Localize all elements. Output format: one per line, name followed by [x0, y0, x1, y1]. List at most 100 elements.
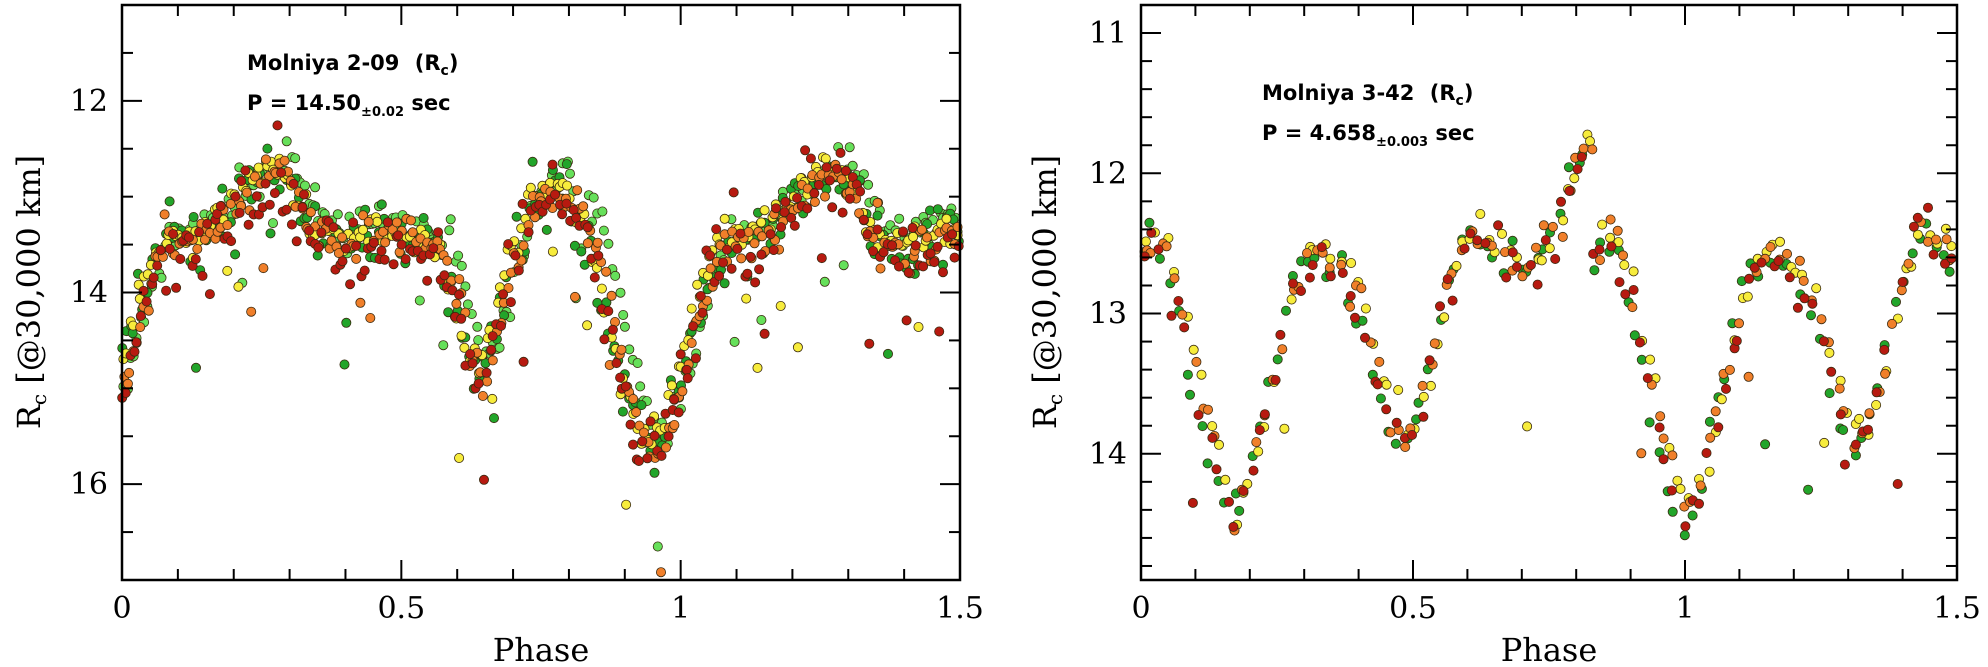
- data-point: [752, 362, 763, 373]
- data-point: [875, 263, 886, 274]
- data-point: [813, 179, 824, 190]
- data-point: [260, 178, 271, 189]
- data-point: [456, 313, 467, 324]
- data-point: [1346, 257, 1357, 268]
- data-point: [907, 222, 918, 233]
- data-point: [802, 203, 813, 214]
- data-point: [1391, 417, 1402, 428]
- data-point: [1871, 399, 1882, 410]
- data-point: [1439, 312, 1450, 323]
- data-point: [171, 282, 182, 293]
- y-tick-label: 11: [1089, 16, 1127, 51]
- data-point: [1425, 380, 1436, 391]
- data-point: [675, 349, 686, 360]
- data-point: [582, 238, 593, 249]
- data-point: [1794, 255, 1805, 266]
- data-point: [1507, 247, 1518, 258]
- data-point: [241, 187, 252, 198]
- data-point: [1211, 464, 1222, 475]
- data-point: [827, 202, 838, 213]
- data-point: [1550, 253, 1561, 264]
- data-point: [1818, 336, 1829, 347]
- data-point: [1253, 446, 1264, 457]
- data-point: [582, 222, 593, 233]
- data-point: [1944, 266, 1955, 277]
- data-point: [1385, 427, 1396, 438]
- data-point: [1618, 250, 1629, 261]
- data-point: [1826, 366, 1837, 377]
- data-point: [131, 337, 142, 348]
- data-point: [1259, 409, 1270, 420]
- data-point: [1654, 422, 1665, 433]
- data-point: [656, 450, 667, 461]
- data-point: [1393, 384, 1404, 395]
- y-tick-label: 12: [1089, 156, 1127, 191]
- data-point: [656, 567, 667, 578]
- data-point: [750, 277, 761, 288]
- data-point: [1765, 241, 1776, 252]
- data-point: [260, 154, 271, 165]
- data-point: [1417, 380, 1428, 391]
- data-point: [339, 359, 350, 370]
- data-point: [129, 346, 140, 357]
- data-point: [953, 241, 964, 252]
- data-point: [1202, 458, 1213, 469]
- data-point: [743, 226, 754, 237]
- data-point: [1907, 248, 1918, 259]
- data-point: [1173, 295, 1184, 306]
- data-point: [267, 218, 278, 229]
- data-point: [1824, 388, 1835, 399]
- data-point: [872, 224, 883, 235]
- data-point: [1228, 521, 1239, 532]
- data-point: [376, 245, 387, 256]
- data-point: [305, 207, 316, 218]
- data-point: [837, 207, 848, 218]
- data-point: [1360, 332, 1371, 343]
- data-point: [913, 321, 924, 332]
- data-point: [903, 267, 914, 278]
- data-point: [202, 218, 213, 229]
- data-point: [359, 265, 370, 276]
- data-point: [1679, 530, 1690, 541]
- data-point: [168, 228, 179, 239]
- data-point: [194, 227, 205, 238]
- data-point: [615, 372, 626, 383]
- data-point: [1675, 483, 1686, 494]
- data-point: [1871, 387, 1882, 398]
- data-point: [1497, 228, 1508, 239]
- left-annotation-title: Molniya 2-09 (Rc): [247, 51, 458, 79]
- data-point: [159, 209, 170, 220]
- data-point: [269, 188, 280, 199]
- data-point: [690, 353, 701, 364]
- data-point: [445, 214, 456, 225]
- data-point: [673, 407, 684, 418]
- data-point: [663, 431, 674, 442]
- data-point: [692, 279, 703, 290]
- data-point: [1279, 423, 1290, 434]
- data-point: [333, 248, 344, 259]
- data-point: [199, 234, 210, 245]
- data-point: [1667, 450, 1678, 461]
- data-point: [1345, 290, 1356, 301]
- data-point: [666, 380, 677, 391]
- data-point: [1154, 253, 1165, 264]
- data-point: [637, 436, 648, 447]
- data-point: [695, 290, 706, 301]
- data-point: [503, 239, 514, 250]
- data-point: [486, 344, 497, 355]
- right-axis-ticks: [1140, 4, 1958, 580]
- data-point: [372, 216, 383, 227]
- data-point: [351, 253, 362, 264]
- data-point: [821, 162, 832, 173]
- data-point: [291, 236, 302, 247]
- data-point: [511, 211, 522, 222]
- data-point: [1773, 255, 1784, 266]
- data-point: [682, 373, 693, 384]
- data-point: [864, 338, 875, 349]
- data-point: [688, 321, 699, 332]
- data-point: [249, 171, 260, 182]
- data-point: [1193, 409, 1204, 420]
- data-point: [756, 217, 767, 228]
- data-point: [820, 191, 831, 202]
- data-point: [599, 334, 610, 345]
